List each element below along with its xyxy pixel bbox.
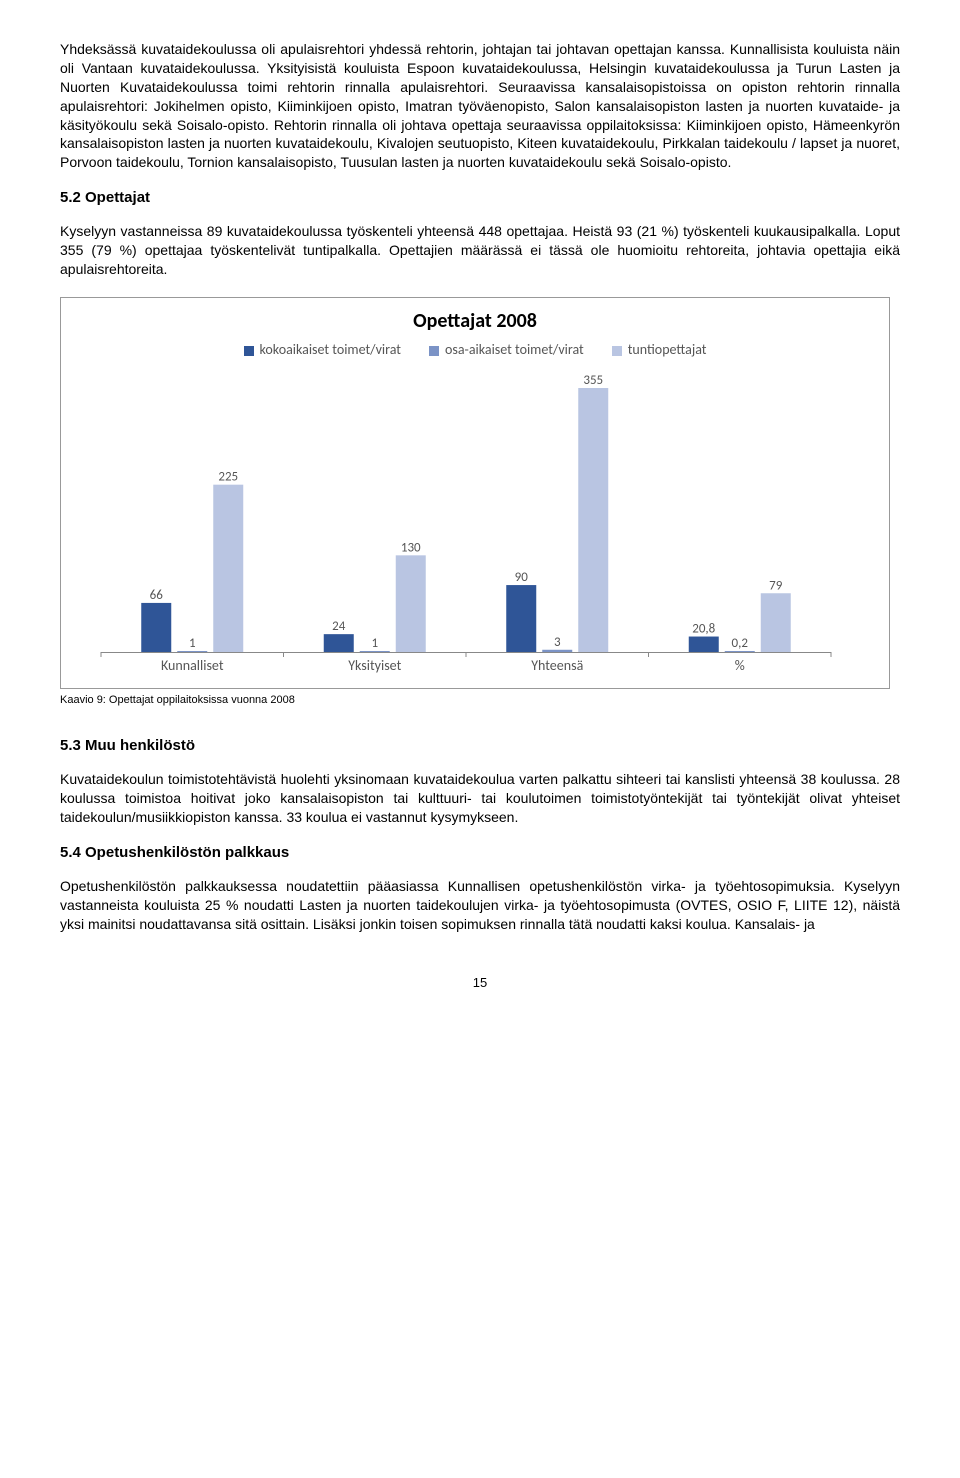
chart-svg: 66 1 225 Kunnalliset 24 1 130 Yksityiset 90 3 355 Y… [61, 368, 851, 688]
bar [213, 485, 243, 652]
bar-label: 66 [150, 588, 164, 603]
bar-label: 355 [583, 373, 603, 388]
bar-label: 20,8 [692, 622, 715, 637]
bar-label: 1 [189, 636, 196, 651]
legend-swatch [612, 346, 622, 356]
bar [177, 651, 207, 652]
legend-swatch [429, 346, 439, 356]
bar-label: 90 [515, 570, 529, 585]
bar-label: 3 [554, 635, 561, 650]
bar [542, 650, 572, 652]
legend-swatch [244, 346, 254, 356]
bar-label: 130 [401, 540, 421, 555]
legend-label: tuntiopettajat [628, 341, 707, 360]
heading-5-2: 5.2 Opettajat [60, 188, 900, 208]
legend-label: kokoaikaiset toimet/virat [260, 341, 401, 360]
category-label: % [735, 657, 745, 674]
bar-label: 24 [332, 619, 346, 634]
paragraph-5-4: Opetushenkilöstön palkkauksessa noudatet… [60, 877, 900, 934]
chart-caption: Kaavio 9: Opettajat oppilaitoksissa vuon… [60, 693, 900, 708]
bar [141, 603, 171, 652]
category-label: Yksityiset [348, 657, 401, 674]
bar [506, 585, 536, 652]
legend-item: osa-aikaiset toimet/virat [429, 341, 584, 360]
bar [578, 388, 608, 652]
legend-label: osa-aikaiset toimet/virat [445, 341, 584, 360]
bar-label: 1 [371, 636, 378, 651]
chart-title: Opettajat 2008 [61, 298, 889, 341]
page-number: 15 [60, 974, 900, 992]
paragraph-intro: Yhdeksässä kuvataidekoulussa oli apulais… [60, 40, 900, 172]
bar [396, 555, 426, 652]
bar [761, 593, 791, 652]
legend-item: tuntiopettajat [612, 341, 707, 360]
category-label: Yhteensä [531, 657, 583, 674]
legend-item: kokoaikaiset toimet/virat [244, 341, 401, 360]
bar-label: 0,2 [732, 636, 749, 651]
bar [725, 651, 755, 652]
bar [689, 637, 719, 652]
chart-legend: kokoaikaiset toimet/virat osa-aikaiset to… [61, 341, 889, 368]
heading-5-3: 5.3 Muu henkilöstö [60, 736, 900, 756]
bar [360, 651, 390, 652]
bar-label: 225 [218, 470, 238, 485]
paragraph-5-2: Kyselyyn vastanneissa 89 kuvataidekoulus… [60, 222, 900, 279]
paragraph-5-3: Kuvataidekoulun toimistotehtävistä huole… [60, 770, 900, 827]
heading-5-4: 5.4 Opetushenkilöstön palkkaus [60, 843, 900, 863]
category-label: Kunnalliset [161, 657, 224, 674]
bar [324, 634, 354, 652]
chart-opettajat-2008: Opettajat 2008 kokoaikaiset toimet/virat… [60, 297, 890, 689]
bar-label: 79 [769, 578, 783, 593]
